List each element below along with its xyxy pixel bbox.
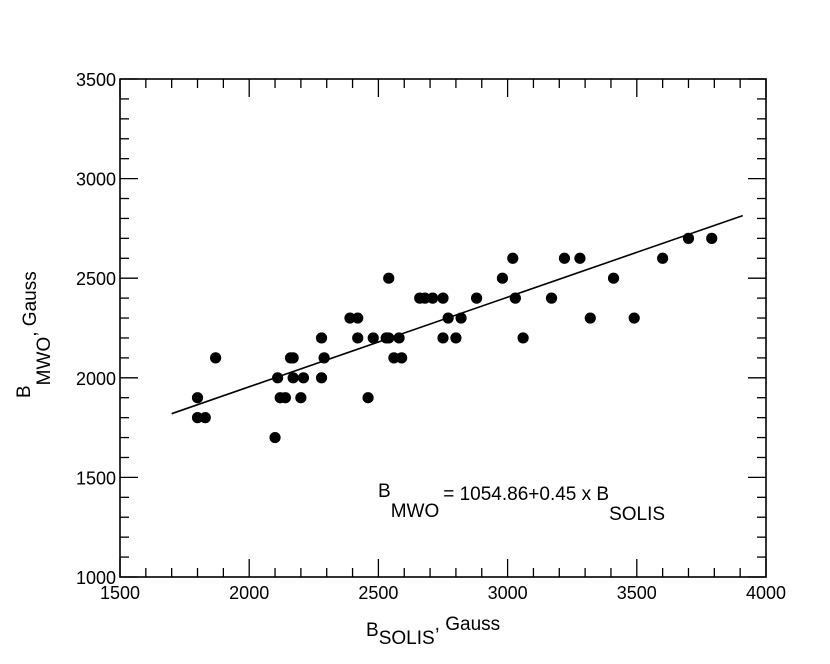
data-point: [517, 332, 529, 344]
data-point: [315, 372, 328, 384]
x-axis-label-sub: SOLIS: [379, 628, 435, 649]
data-point: [279, 392, 291, 404]
data-point: [383, 272, 395, 284]
y-tick-label: 1500: [76, 468, 116, 488]
equation-lhs-main: B: [378, 481, 391, 502]
data-point: [315, 332, 328, 344]
x-tick-label: 1500: [100, 583, 140, 603]
y-axis-label-main: B: [14, 385, 35, 398]
minor-ticks: [120, 79, 766, 577]
x-tick-label: 2000: [229, 583, 269, 603]
data-point: [427, 292, 439, 304]
plot-area-frame: [119, 78, 767, 578]
tick-labels: 1500 2000 2500 3000 3500 40001000150020002500…: [76, 70, 786, 603]
data-point: [199, 412, 211, 424]
fit-equation-annotation: BMWO= 1054.86+0.45 x BSOLIS: [378, 481, 665, 525]
data-point: [437, 332, 449, 344]
y-axis-label: BMWO, Gauss: [14, 271, 55, 398]
data-points: [191, 232, 718, 444]
equation-rhs: = 1054.86+0.45 x B: [443, 484, 609, 505]
equation-rhs-sub: SOLIS: [609, 504, 665, 525]
data-point: [496, 272, 509, 284]
y-tick-label: 1000: [76, 568, 116, 588]
data-point: [396, 352, 408, 364]
data-point: [706, 232, 718, 244]
data-point: [682, 232, 695, 244]
data-point: [297, 372, 310, 384]
x-axis-label-rest: , Gauss: [435, 614, 500, 635]
data-point: [509, 292, 521, 304]
data-point: [287, 352, 299, 364]
x-axis-label-main: B: [366, 620, 379, 641]
y-tick-label: 2000: [76, 369, 116, 389]
data-point: [450, 332, 462, 344]
data-point: [574, 252, 586, 264]
data-point: [344, 312, 356, 324]
x-tick-label: 4000: [746, 583, 786, 603]
x-axis-label: BSOLIS, Gauss: [366, 614, 500, 649]
data-point: [287, 372, 299, 384]
equation-lhs-sub: MWO: [391, 501, 440, 522]
data-point: [383, 332, 395, 344]
data-point: [507, 252, 519, 264]
x-tick-label: 3000: [488, 583, 528, 603]
data-point: [318, 352, 330, 364]
data-point: [362, 392, 374, 404]
data-point: [558, 252, 571, 264]
data-point: [545, 292, 558, 304]
data-point: [584, 312, 596, 324]
data-point: [437, 292, 449, 304]
data-point: [191, 412, 204, 424]
data-point: [352, 312, 364, 324]
data-point: [470, 292, 483, 304]
data-point: [352, 332, 364, 344]
data-point: [419, 292, 431, 304]
data-point: [657, 252, 669, 264]
data-point: [628, 312, 640, 324]
y-axis-label-sub: MWO: [34, 337, 55, 386]
x-tick-label: 3500: [617, 583, 657, 603]
data-point: [272, 372, 284, 384]
data-point: [388, 352, 400, 364]
data-point: [442, 312, 454, 324]
data-point: [210, 352, 222, 364]
x-tick-label: 2500: [358, 583, 398, 603]
data-point: [455, 312, 467, 324]
y-tick-label: 2500: [76, 269, 116, 289]
y-tick-label: 3000: [76, 170, 116, 190]
y-axis-label-rest: , Gauss: [20, 271, 41, 336]
y-tick-label: 3500: [76, 70, 116, 90]
data-point: [191, 392, 204, 404]
data-point: [607, 272, 620, 284]
data-point: [367, 332, 379, 344]
data-point: [269, 431, 281, 444]
data-point: [295, 392, 307, 404]
data-point: [393, 332, 405, 344]
